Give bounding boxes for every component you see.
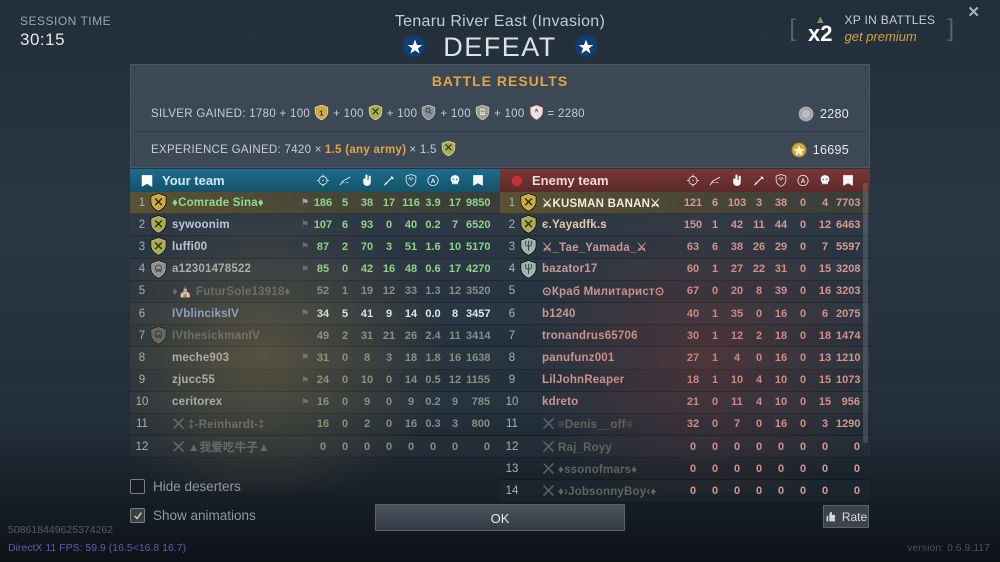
svg-text:A: A [431,179,436,185]
svg-text:A: A [801,179,806,185]
svg-text:1: 1 [320,110,324,117]
